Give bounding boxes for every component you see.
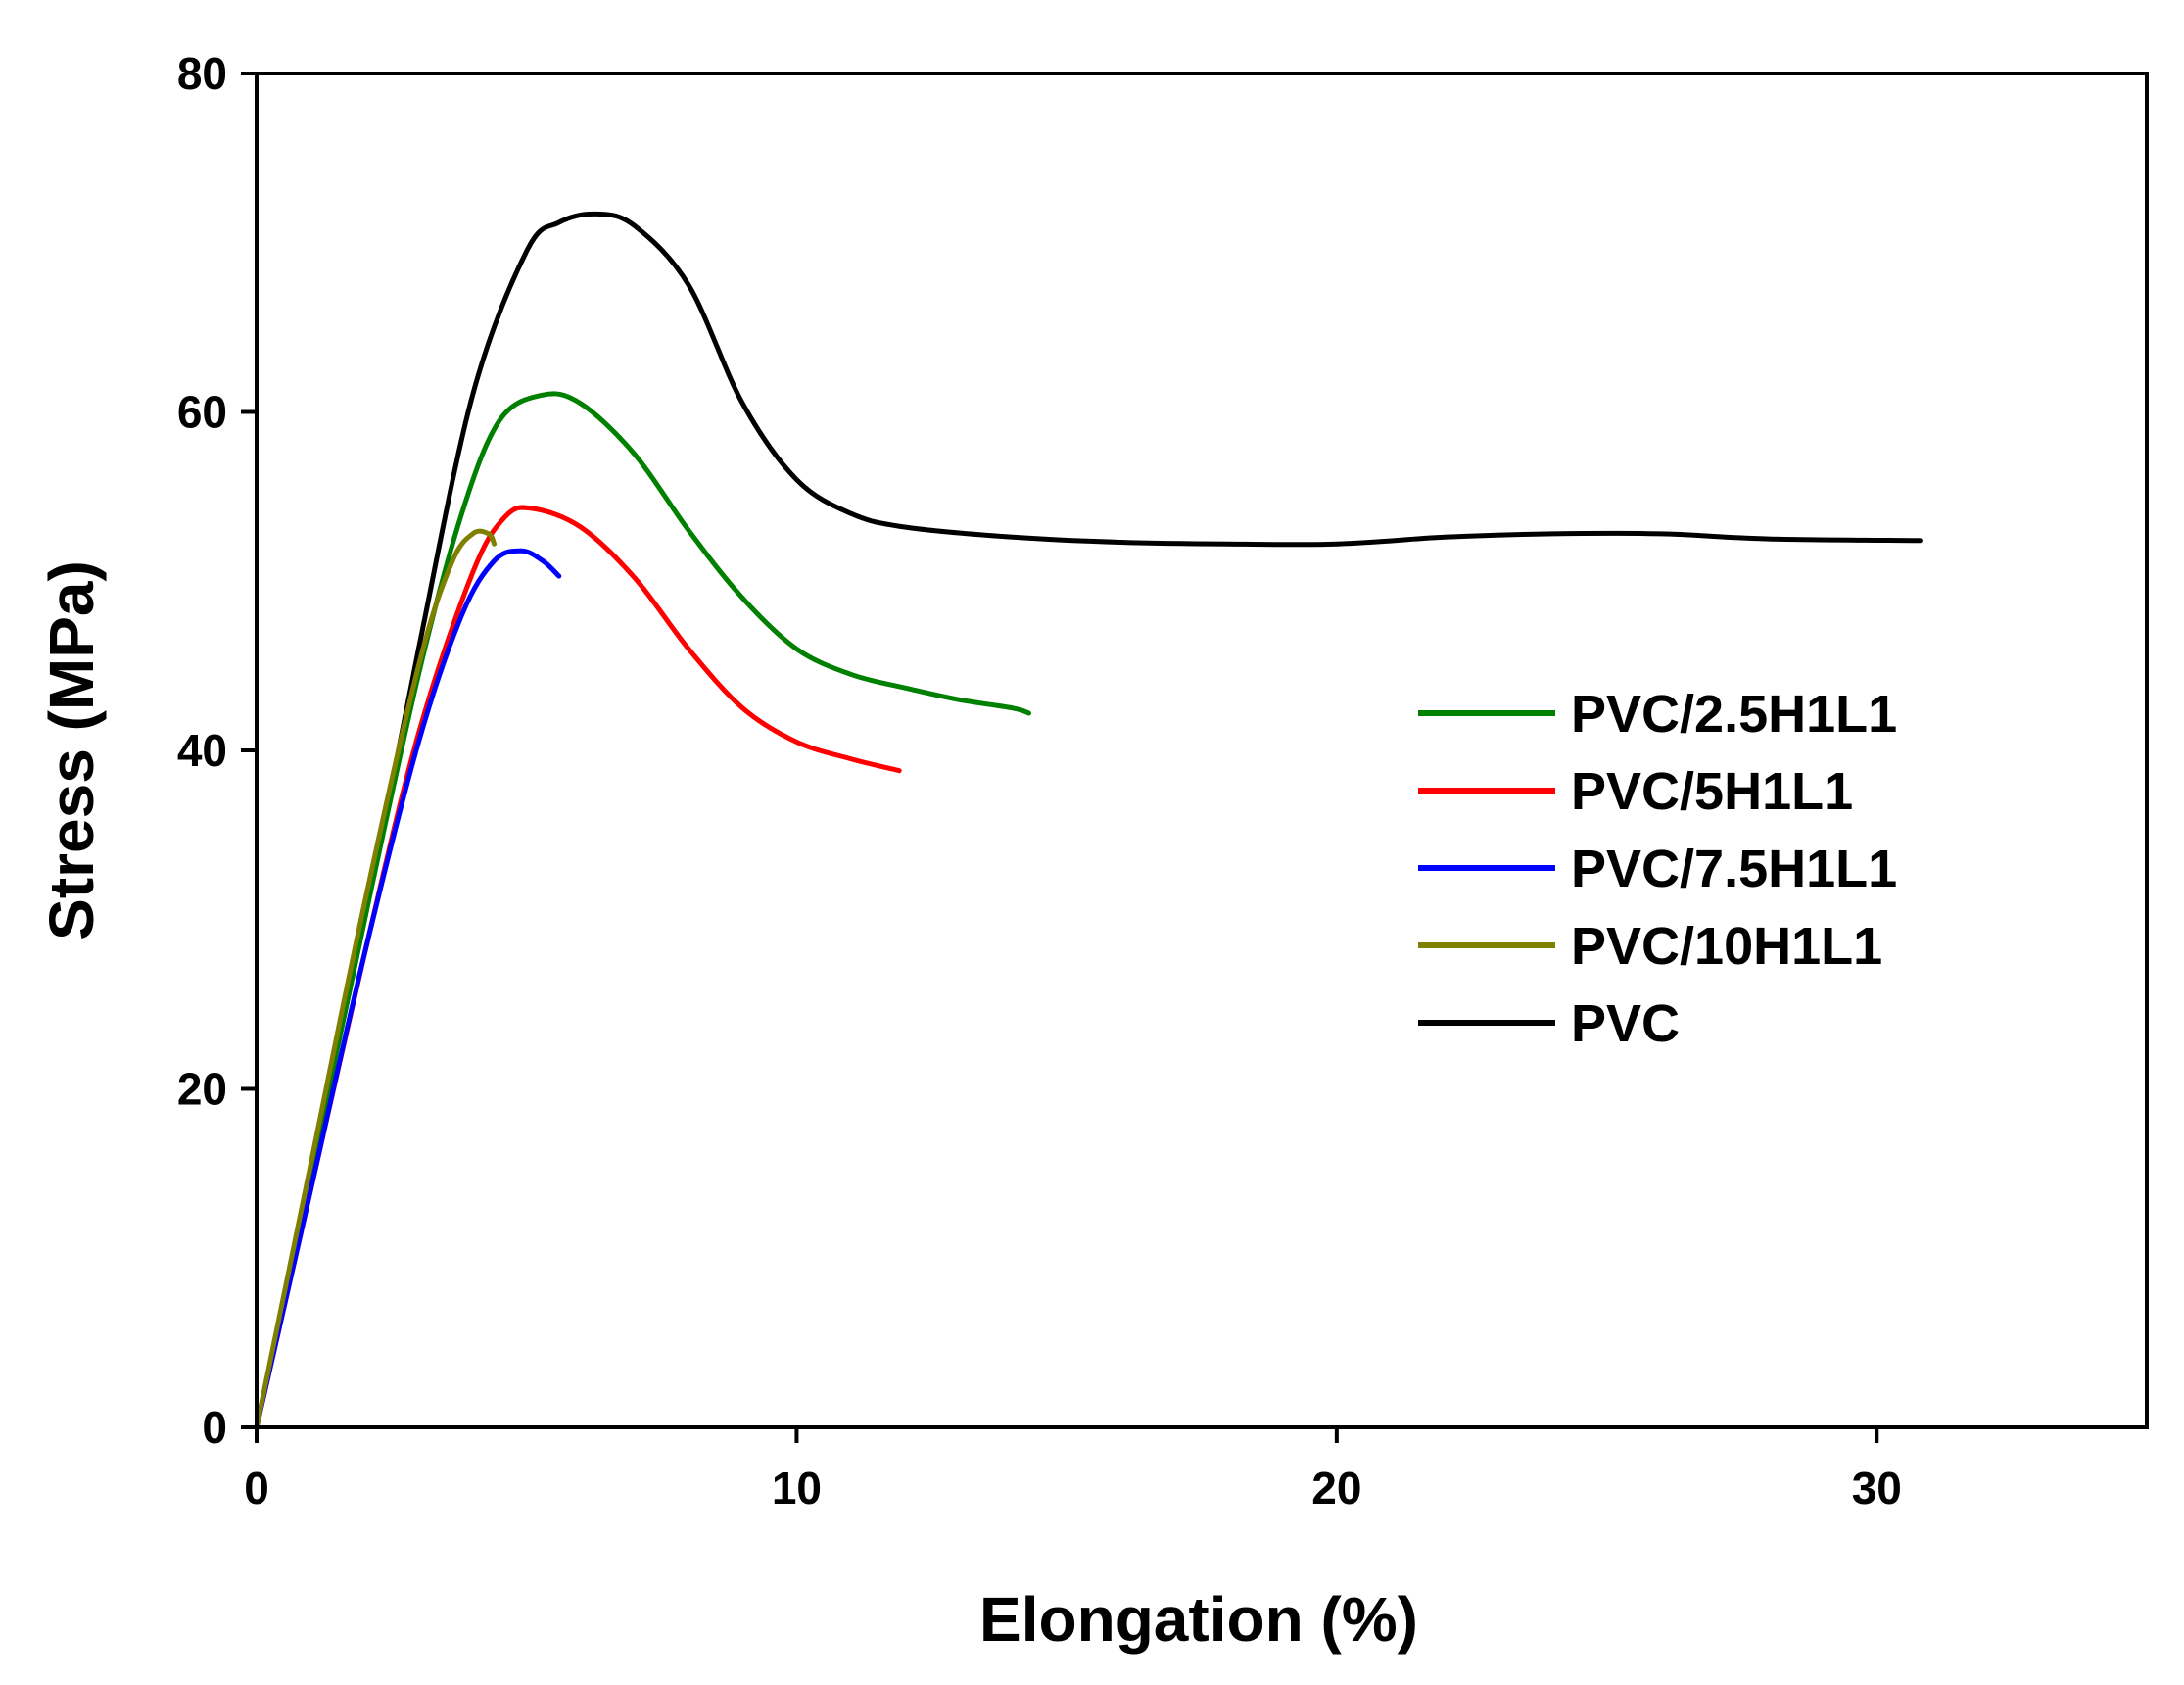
x-tick-label: 30 xyxy=(1852,1463,1902,1514)
x-tick-label: 0 xyxy=(244,1463,269,1514)
axis-ticks: 0 10 20 30 0 20 40 60 80 xyxy=(177,48,1902,1514)
legend: PVC/2.5H1L1 PVC/5H1L1 PVC/7.5H1L1 PVC/10H1L… xyxy=(1418,685,1897,1053)
legend-label-pvc-2-5h1l1: PVC/2.5H1L1 xyxy=(1571,685,1897,744)
series-layer xyxy=(254,211,1923,1430)
series-line-pvc-2-5h1l1 xyxy=(254,391,1031,1430)
series-line-pvc-7-5h1l1 xyxy=(254,548,562,1430)
legend-label-pvc-7-5h1l1: PVC/7.5H1L1 xyxy=(1571,840,1897,898)
x-tick-label: 10 xyxy=(772,1463,822,1514)
y-tick-label: 60 xyxy=(177,387,227,438)
y-tick-label: 80 xyxy=(177,48,227,99)
x-tick-label: 20 xyxy=(1311,1463,1361,1514)
legend-label-pvc-10h1l1: PVC/10H1L1 xyxy=(1571,917,1882,976)
y-tick-label: 0 xyxy=(202,1402,227,1453)
legend-label-pvc: PVC xyxy=(1571,994,1680,1053)
x-axis-title: Elongation (%) xyxy=(979,1584,1418,1655)
series-line-pvc-10h1l1 xyxy=(254,528,498,1430)
y-tick-label: 20 xyxy=(177,1064,227,1115)
y-axis-title: Stress (MPa) xyxy=(36,560,107,940)
y-tick-label: 40 xyxy=(177,725,227,776)
legend-label-pvc-5h1l1: PVC/5H1L1 xyxy=(1571,762,1853,821)
